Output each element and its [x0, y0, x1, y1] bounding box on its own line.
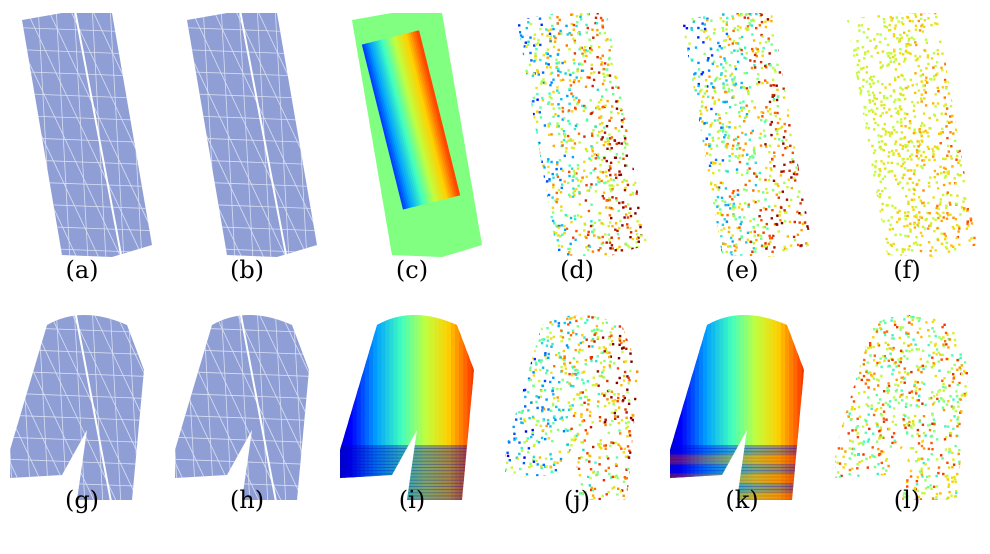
panel-l: (l)	[827, 305, 989, 550]
panel-i: (i)	[332, 305, 498, 550]
caption-k: (k)	[725, 486, 758, 514]
panel-d: (d)	[497, 5, 659, 284]
caption-e: (e)	[726, 256, 759, 284]
panel-j: (j)	[497, 305, 659, 550]
panel-d-body	[497, 5, 659, 261]
noisy-field	[827, 5, 989, 262]
caption-c: (c)	[396, 256, 428, 284]
panel-c: (c)	[332, 5, 498, 284]
caption-d: (d)	[560, 256, 594, 284]
panel-e: (e)	[662, 5, 824, 284]
caption-g: (g)	[65, 486, 99, 514]
caption-b: (b)	[230, 256, 264, 284]
noisy-field	[662, 5, 824, 262]
panel-k: (k)	[662, 305, 828, 550]
noisy-field	[497, 5, 659, 261]
panel-e-body	[662, 5, 824, 262]
caption-i: (i)	[399, 486, 425, 514]
caption-j: (j)	[564, 486, 590, 514]
caption-f: (f)	[893, 256, 921, 284]
caption-h: (h)	[230, 486, 264, 514]
panel-f: (f)	[827, 5, 989, 284]
panel-c-body	[332, 5, 498, 260]
caption-l: (l)	[894, 486, 920, 514]
caption-a: (a)	[65, 256, 98, 284]
panel-f-body	[827, 5, 989, 262]
